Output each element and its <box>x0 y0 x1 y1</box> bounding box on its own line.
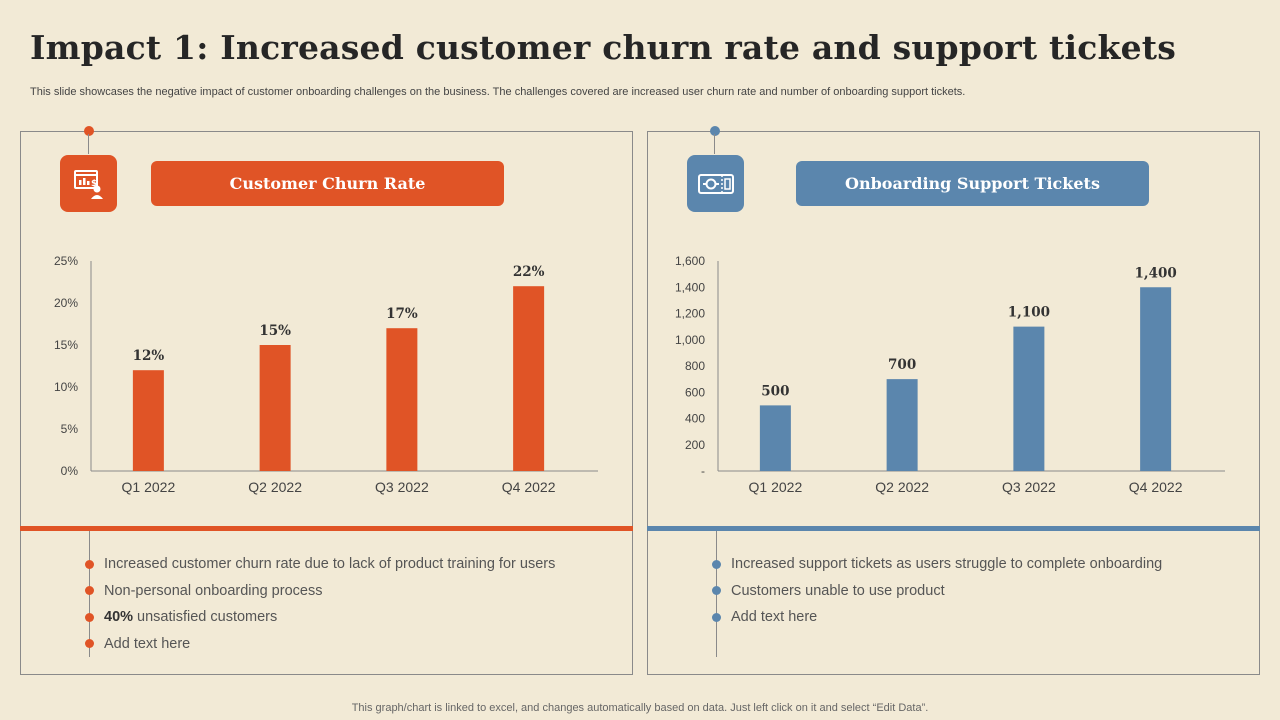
bullet-dot <box>712 559 721 569</box>
y-tick-label: 400 <box>685 412 705 426</box>
bullet-item: Add text here <box>712 609 817 625</box>
x-tick-label: Q1 2022 <box>749 479 803 495</box>
bar <box>132 370 164 471</box>
bar <box>886 379 918 471</box>
churn-report-icon: $ <box>60 155 117 212</box>
bullet-dot <box>85 639 94 648</box>
data-label: 1,100 <box>1008 305 1050 321</box>
data-label: 1,400 <box>1134 265 1176 281</box>
churn-bullet-list: Increased customer churn rate due to lac… <box>21 531 632 671</box>
x-tick-label: Q2 2022 <box>875 479 929 495</box>
bullet-dot <box>85 559 94 569</box>
support-tickets-header: Onboarding Support Tickets <box>796 161 1149 206</box>
support-ticket-icon <box>687 155 744 212</box>
y-tick-label: 1,200 <box>675 307 705 321</box>
support-tickets-panel: Onboarding Support Tickets - 200 400 600 800… <box>647 126 1260 675</box>
svg-text:$: $ <box>91 179 97 189</box>
bullet-item: Increased customer churn rate due to lac… <box>85 556 555 572</box>
y-tick-label: 1,600 <box>675 254 705 268</box>
y-tick-label: 600 <box>685 385 705 399</box>
bar <box>759 405 791 471</box>
page-title: Impact 1: Increased customer churn rate … <box>30 28 1176 67</box>
bar <box>513 286 545 471</box>
y-tick-label: 800 <box>685 359 705 373</box>
panel-divider <box>20 526 633 531</box>
bullet-text: Add text here <box>731 609 818 625</box>
y-tick-label: 200 <box>685 438 705 452</box>
bar <box>1140 287 1172 471</box>
data-label: 17% <box>386 306 418 322</box>
y-tick-label: 0% <box>61 464 79 478</box>
bullet-text: unsatisfied customers <box>137 609 278 625</box>
x-tick-label: Q3 2022 <box>1002 479 1056 495</box>
y-tick-label: - <box>701 464 705 478</box>
y-tick-label: 10% <box>54 380 78 394</box>
bullet-highlight: 40% <box>104 609 134 625</box>
bullet-dot <box>85 612 94 622</box>
data-label: 15% <box>259 323 291 339</box>
x-tick-label: Q1 2022 <box>122 479 176 495</box>
y-tick-label: 1,000 <box>675 333 705 347</box>
data-label: 500 <box>761 383 789 399</box>
y-tick-label: 5% <box>61 422 79 436</box>
panel-connector-dot <box>84 126 94 136</box>
panel-connector-line <box>714 134 715 154</box>
bullet-item: Customers unable to use product <box>712 583 945 599</box>
bullet-dot <box>712 612 721 622</box>
bar <box>386 328 418 471</box>
bar <box>259 345 291 471</box>
page-subtitle: This slide showcases the negative impact… <box>30 86 966 98</box>
bullet-item: Non-personal onboarding process <box>85 583 322 599</box>
y-tick-label: 15% <box>54 338 78 352</box>
panel-connector-dot <box>710 126 720 136</box>
data-label: 22% <box>513 264 545 280</box>
y-tick-label: 25% <box>54 254 78 268</box>
bullet-dot <box>712 586 721 595</box>
x-tick-label: Q3 2022 <box>375 479 429 495</box>
bullet-item: Increased support tickets as users strug… <box>712 556 1162 572</box>
bar <box>1013 326 1045 471</box>
x-tick-label: Q2 2022 <box>248 479 302 495</box>
panel-connector-line <box>88 134 89 154</box>
support-tickets-chart: - 200 400 600 800 1,000 1,200 1,400 1,600 500 Q1 2… <box>675 254 1225 495</box>
data-label: 700 <box>888 357 916 373</box>
x-tick-label: Q4 2022 <box>502 479 556 495</box>
bullet-text: Increased support tickets as users strug… <box>731 556 1163 572</box>
y-tick-label: 1,400 <box>675 280 705 294</box>
churn-rate-panel: $ Customer Churn Rate 0% 5% 10% 15% 20% 25% 12… <box>20 126 633 675</box>
tickets-bullet-list: Increased support tickets as users strug… <box>648 531 1259 671</box>
bullet-text: Increased customer churn rate due to lac… <box>104 556 556 572</box>
y-tick-label: 20% <box>54 296 78 310</box>
bullet-item: 40% unsatisfied customers <box>85 609 277 625</box>
footer-note: This graph/chart is linked to excel, and… <box>351 702 929 714</box>
bullet-dot <box>85 586 94 595</box>
x-tick-label: Q4 2022 <box>1129 479 1183 495</box>
bullet-item: Add text here <box>85 636 190 652</box>
panel-divider <box>647 526 1260 531</box>
churn-rate-header: Customer Churn Rate <box>151 161 504 206</box>
bullet-text: Non-personal onboarding process <box>104 582 323 599</box>
churn-rate-chart: 0% 5% 10% 15% 20% 25% 12% Q1 2022 15% Q2 2022 17% Q… <box>54 254 598 495</box>
bullet-text: Customers unable to use product <box>731 582 945 599</box>
data-label: 12% <box>133 348 165 364</box>
bullet-text: Add text here <box>104 635 191 652</box>
